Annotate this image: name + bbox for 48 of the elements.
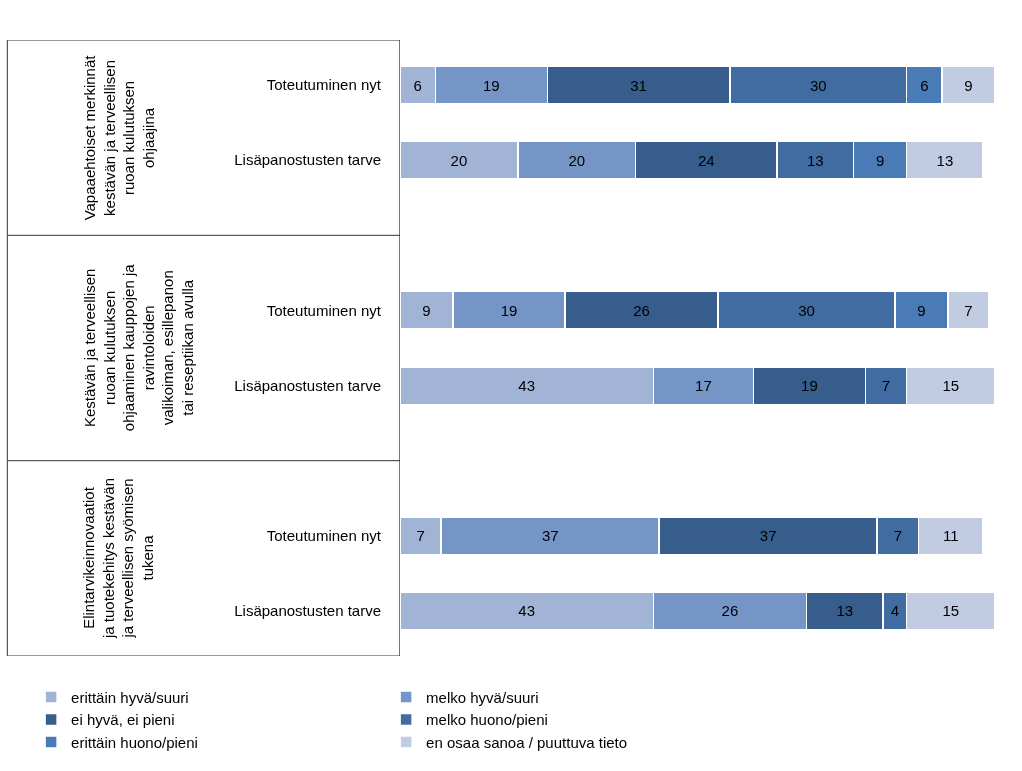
legend-label: melko huono/pieni <box>426 711 548 729</box>
data-label: 20 <box>450 151 468 169</box>
y-tick-label: Toteutuminen nyt <box>266 301 382 319</box>
data-label: 20 <box>568 151 586 169</box>
data-label: 7 <box>893 527 902 545</box>
legend-label: melko hyvä/suuri <box>426 688 539 706</box>
data-label: 43 <box>518 377 535 395</box>
data-label: 26 <box>721 602 739 620</box>
data-label: 15 <box>942 377 960 395</box>
data-label: 13 <box>836 602 854 620</box>
data-label: 9 <box>875 151 885 169</box>
data-label: 7 <box>881 377 891 395</box>
data-label: 13 <box>936 151 954 169</box>
data-label: 9 <box>422 301 431 319</box>
data-label: 6 <box>413 76 422 94</box>
data-label: 19 <box>500 301 518 319</box>
y-tick-label: Lisäpanostusten tarve <box>234 151 381 169</box>
data-label: 37 <box>541 527 559 545</box>
data-label: 7 <box>416 527 425 545</box>
data-label: 13 <box>806 151 824 169</box>
data-label: 9 <box>964 76 973 94</box>
y-tick-label: Lisäpanostusten tarve <box>234 602 381 620</box>
data-label: 43 <box>518 602 535 620</box>
text: Elintarvikeinnovaatiot ja tuotekehitys kestävän ja terveellisen syömisen tukena <box>80 477 156 640</box>
data-label: 37 <box>759 527 777 545</box>
text: Vapaaehtoiset merkinnät kestävän ja terveellisen ruoan kulutuksen ohjaajina <box>81 54 157 221</box>
data-label: 9 <box>917 301 926 319</box>
legend-label: erittäin huono/pieni <box>71 733 198 751</box>
data-label: 7 <box>964 301 973 319</box>
data-label: 15 <box>942 602 960 620</box>
y-tick-label: Toteutuminen nyt <box>266 76 382 94</box>
legend-label: erittäin hyvä/suuri <box>71 688 189 706</box>
data-label: 30 <box>809 76 827 94</box>
text: Kestävän ja terveellisen ruoan kulutuksen ohjaaminen kauppojen ja ravintoloiden valikoiman, esillepanon tai reseptiikan avulla <box>81 263 196 432</box>
legend-label: en osaa sanoa / puuttuva tieto <box>426 733 628 751</box>
y-tick-label: Lisäpanostusten tarve <box>234 376 381 394</box>
data-label: 17 <box>695 377 712 395</box>
data-label: 31 <box>630 76 647 94</box>
data-label: 4 <box>890 602 900 620</box>
data-label: 30 <box>798 301 815 319</box>
data-label: 19 <box>801 377 818 395</box>
y-tick-label: Toteutuminen nyt <box>266 527 382 545</box>
data-label: 24 <box>697 151 715 169</box>
data-label: 19 <box>482 76 500 94</box>
data-label: 26 <box>633 301 650 319</box>
data-label: 6 <box>920 76 929 94</box>
data-label: 11 <box>943 527 959 545</box>
legend-label: ei hyvä, ei pieni <box>71 711 175 729</box>
